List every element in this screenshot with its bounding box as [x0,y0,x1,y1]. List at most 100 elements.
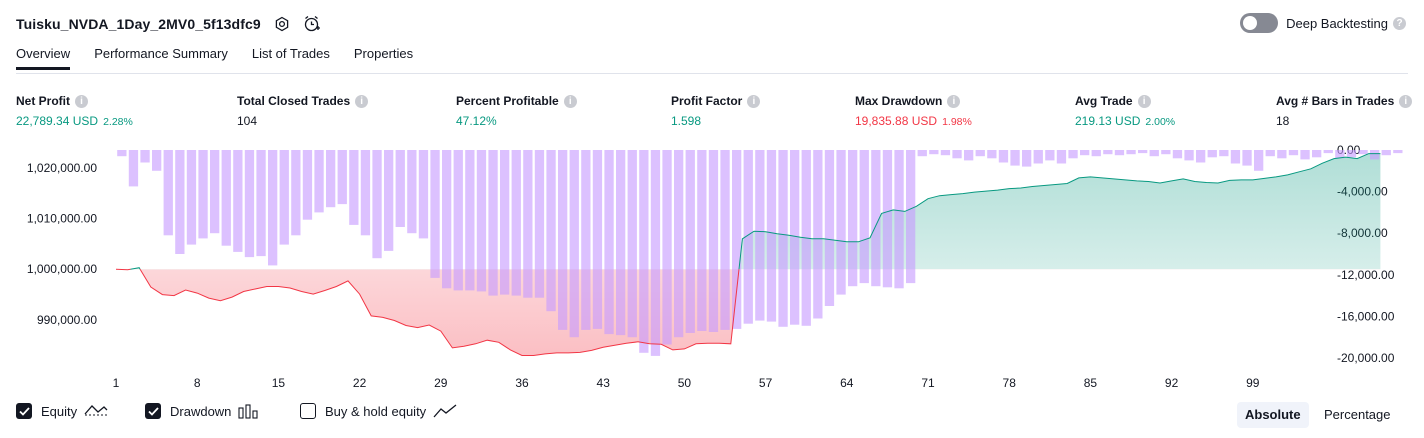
info-icon[interactable]: i [1137,94,1151,108]
drawdown-bar [790,150,800,325]
drawdown-label: Drawdown [170,403,232,419]
left-axis-tick-label: 1,010,000.00 [27,211,97,225]
drawdown-bar [152,150,162,171]
drawdown-bar [210,150,220,234]
info-icon[interactable]: i [947,94,961,108]
tab-list-of-trades[interactable]: List of Trades [251,46,330,61]
drawdown-bar [766,150,777,322]
percentage-button[interactable]: Percentage [1324,407,1391,422]
drawdown-bar [256,150,266,257]
drawdown-bar [186,150,197,245]
x-axis-tick-label: 22 [353,376,367,390]
tab-performance-summary[interactable]: Performance Summary [94,46,228,61]
drawdown-bar [987,150,997,159]
drawdown-bar [1022,150,1032,167]
drawdown-bar [1138,150,1148,154]
x-axis-tick-label: 43 [597,376,611,390]
equity-checkbox[interactable] [16,403,32,419]
info-icon[interactable]: i [1399,94,1413,108]
equity-area [116,153,1381,356]
metric-value: 18 [1276,114,1290,128]
drawdown-bar [871,150,881,287]
x-axis-tick-label: 15 [272,376,286,390]
drawdown-bar [1335,150,1345,159]
drawdown-bar [1381,150,1391,156]
legend-buy-hold[interactable]: Buy & hold equity [300,403,457,419]
drawdown-bar [1126,150,1136,155]
absolute-button[interactable]: Absolute [1237,402,1309,428]
metric-percent: 2.00% [1145,116,1176,128]
drawdown-bar [592,150,603,329]
drawdown-bar [488,150,498,296]
x-axis-tick-label: 64 [840,376,854,390]
metric-value: 47.12% [456,114,497,128]
buy-hold-line-icon [433,403,457,419]
drawdown-bar [1161,150,1171,155]
x-axis-tick-label: 36 [515,376,529,390]
drawdown-bar [1068,150,1078,159]
info-icon[interactable]: i [355,94,369,108]
drawdown-bar [685,150,695,333]
drawdown-bar [511,150,521,296]
info-icon[interactable]: i [747,94,761,108]
legend-equity[interactable]: Equity [16,403,108,419]
drawdown-bar [1184,150,1194,161]
buy-hold-checkbox[interactable] [300,403,316,419]
tab-properties[interactable]: Properties [353,46,414,61]
drawdown-bar [697,150,707,331]
settings-gear-icon[interactable] [273,15,291,33]
drawdown-bar [500,150,510,295]
equity-line-icon [84,403,108,419]
drawdown-bar [1045,150,1055,161]
drawdown-bar [650,150,661,356]
drawdown-bar [1230,150,1241,164]
deep-backtesting: Deep Backtesting ? [1240,13,1406,33]
drawdown-bar [1149,150,1159,157]
drawdown-bar [534,150,545,298]
drawdown-bar [233,150,243,252]
metric-total-closed-trades: Total Closed Trades i 104 [237,94,369,128]
drawdown-bar [453,150,463,291]
info-icon[interactable]: i [563,94,577,108]
drawdown-bar [1196,150,1206,163]
add-alert-clock-icon[interactable] [303,15,321,33]
drawdown-bar [349,150,359,225]
drawdown-bar [720,150,730,330]
x-axis-tick-label: 92 [1165,376,1179,390]
drawdown-checkbox[interactable] [145,403,161,419]
drawdown-bar [639,150,649,353]
info-icon[interactable]: i [75,94,88,108]
help-icon[interactable]: ? [1393,16,1406,30]
drawdown-bar [476,150,487,292]
drawdown-bar [940,150,951,156]
deep-backtesting-toggle[interactable] [1240,13,1279,33]
drawdown-bar [627,150,637,338]
drawdown-bar [140,150,150,163]
drawdown-bar [430,150,440,278]
metric-percent: 2.28% [103,116,133,128]
drawdown-bar [859,150,869,284]
metric-label: Avg # Bars in Trades [1276,94,1395,108]
drawdown-bar [998,150,1009,163]
drawdown-bar [302,150,313,220]
drawdown-bar [337,150,347,205]
legend-drawdown[interactable]: Drawdown [145,403,258,419]
report-tabs: Overview Performance Summary List of Tra… [16,46,437,70]
left-axis-tick-label: 1,020,000.00 [27,161,97,175]
drawdown-bar [824,150,835,306]
tab-overview[interactable]: Overview [16,46,71,70]
drawdown-bar [221,150,231,246]
right-axis-tick-label: -16,000.00 [1337,309,1395,323]
drawdown-bar [1091,150,1101,157]
drawdown-bar [616,150,626,336]
drawdown-bar [743,150,753,324]
equity-loss-area [116,269,1381,356]
drawdown-bar [314,150,324,213]
drawdown-bar [418,150,429,239]
drawdown-bar [604,150,614,335]
drawdown-bar [1265,150,1275,157]
drawdown-bar [1370,150,1380,160]
drawdown-bar [813,150,823,319]
metric-label: Net Profit [16,94,70,108]
x-axis-tick-label: 71 [921,376,935,390]
